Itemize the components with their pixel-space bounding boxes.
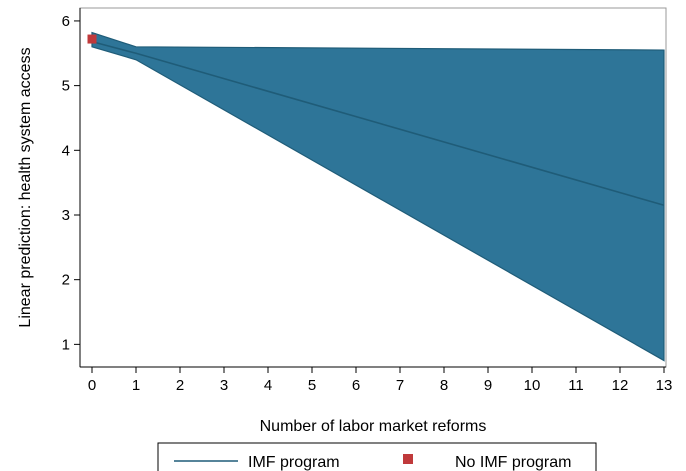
x-axis-title: Number of labor market reforms [260,418,487,435]
x-tick-label: 3 [220,377,228,394]
x-tick-label: 11 [568,377,584,394]
x-tick-label: 7 [396,377,404,394]
x-tick-label: 2 [176,377,184,394]
x-tick-label: 9 [484,377,492,394]
x-tick-label: 1 [132,377,140,394]
legend-swatch-no-imf-program [403,454,413,464]
x-tick-label: 0 [88,377,96,394]
legend-label-no-imf-program: No IMF program [455,454,571,471]
y-tick-label: 1 [62,336,70,353]
x-tick-label: 10 [524,377,541,394]
confidence-band [91,31,665,362]
y-tick-label: 6 [62,13,70,30]
y-tick-label: 5 [62,78,70,95]
x-tick-label: 4 [264,377,272,394]
legend-label-imf-program: IMF program [248,454,340,471]
x-tick-label: 6 [352,377,360,394]
point-no-imf-program [87,34,97,44]
x-tick-label: 5 [308,377,316,394]
series-line-imf-program [91,40,665,207]
legend-box [157,442,597,471]
x-tick-label: 13 [656,377,673,394]
x-tick-label: 12 [612,377,629,394]
x-tick-label: 8 [440,377,448,394]
y-tick-label: 2 [62,272,70,289]
plot-area [79,7,667,368]
legend: IMF program No IMF program [157,442,597,471]
y-tick-label: 4 [62,142,70,159]
y-tick-label: 3 [62,207,70,224]
y-axis-title: Linear prediction: health system access [17,47,34,327]
